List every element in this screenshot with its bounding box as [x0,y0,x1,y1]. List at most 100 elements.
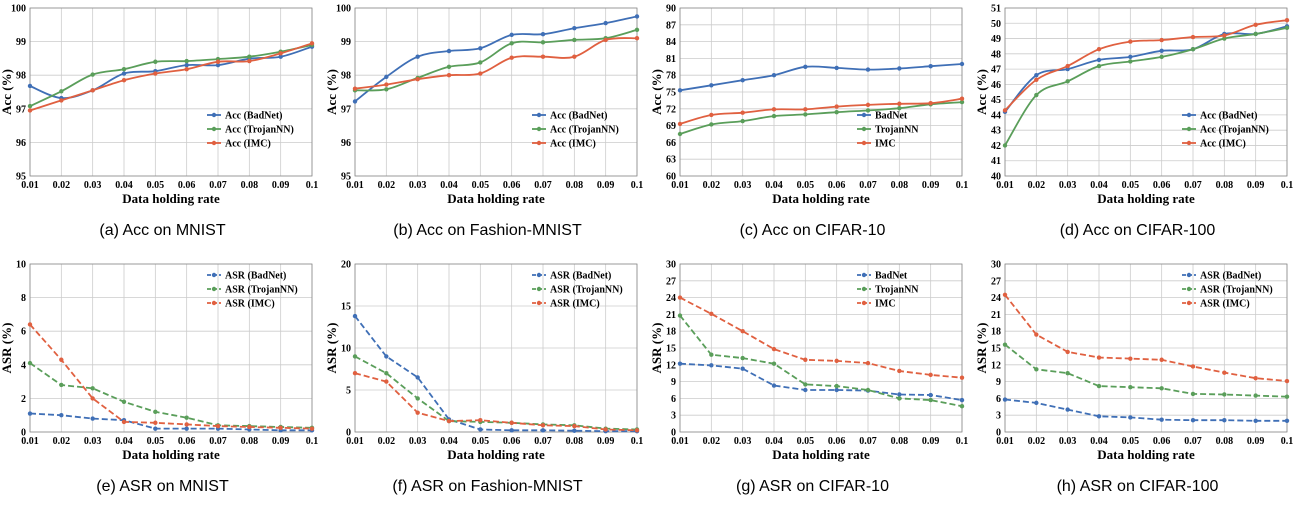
data-point [897,396,902,401]
y-tick-label: 5 [346,386,351,397]
y-tick-label: 96 [16,138,26,149]
x-tick-label: 0.01 [671,180,689,191]
x-tick-label: 0.03 [734,180,752,191]
x-tick-label: 0.09 [272,180,290,191]
data-point [959,96,965,101]
data-point [1159,37,1164,43]
x-tick-label: 0.09 [1247,180,1265,191]
data-point [834,387,839,393]
data-point [677,295,683,300]
data-point [247,424,252,430]
data-point [153,59,158,64]
x-tick-label: 0.06 [503,180,521,191]
plot-frame [1004,263,1288,433]
x-tick-label: 0.01 [996,180,1014,191]
data-point [1096,63,1102,69]
x-tick-label: 0.09 [272,436,290,447]
legend-label: Acc (BadNet) [225,111,282,122]
data-point [153,71,158,76]
data-point [540,428,546,433]
data-point [634,14,640,19]
data-point [771,107,777,112]
data-point [1159,386,1164,391]
data-point [959,61,965,67]
x-tick-label: 0.07 [859,436,877,447]
series-line-2 [679,97,963,125]
data-point [184,66,189,72]
y-tick-label: 12 [991,360,1001,371]
chart-panel-f: 0 5 10 15 20 0.01 0.02 0.03 0.04 0.05 0.06 0.07 0.08… [324,256,650,512]
data-point [865,108,871,113]
data-point [709,311,714,317]
y-axis-label: Acc (%) [974,69,989,115]
data-point [1034,400,1039,406]
x-tick-label: 0.01 [21,436,39,447]
plot-frame [354,7,638,177]
legend-label: ASR (TrojanNN) [225,285,298,296]
y-tick-label: 40 [991,172,1001,183]
series-line-0 [679,362,963,401]
y-tick-label: 98 [341,71,351,82]
data-point [771,113,777,119]
subfigure-caption: (b) Acc on Fashion-MNIST [393,222,582,239]
x-tick-label: 0.05 [472,436,490,447]
x-tick-label: 0.03 [84,436,102,447]
y-tick-label: 95 [341,172,351,183]
data-point [1065,79,1070,84]
x-tick-label: 0.07 [534,436,552,447]
data-point [1034,92,1039,98]
y-tick-label: 96 [341,138,351,149]
data-point [446,64,452,70]
data-point [384,354,389,359]
data-point [478,427,483,432]
legend-label: Acc (TrojanNN) [550,125,619,136]
data-point [771,383,777,388]
x-axis-label: Data holding rate [772,191,870,206]
data-point [603,37,608,43]
data-point [928,392,933,398]
data-point [1284,18,1290,23]
x-axis-label: Data holding rate [447,447,545,462]
x-tick-label: 0.09 [597,436,615,447]
legend-label: BadNet [875,271,908,282]
x-tick-label: 0.04 [1090,180,1108,191]
y-tick-label: 0 [21,428,26,439]
data-point [803,357,808,362]
x-axis-label: Data holding rate [772,447,870,462]
data-point [928,101,933,106]
y-tick-label: 42 [991,141,1001,152]
chart-svg-f: 0 5 10 15 20 0.01 0.02 0.03 0.04 0.05 0.06 0.07 0.08… [324,260,643,463]
data-point [897,101,902,106]
y-tick-label: 51 [991,4,1001,15]
data-point [478,46,483,51]
y-tick-label: 69 [666,121,676,132]
data-point [1190,47,1196,52]
chart-svg-e: 0 2 4 6 8 10 0.01 0.02 0.03 0.04 0.05 0.06 0.07 0.08 0… [0,260,318,463]
legend-label: IMC [875,139,896,150]
data-point [352,86,358,91]
data-point [865,102,871,108]
y-tick-label: 98 [16,71,26,82]
y-tick-label: 97 [16,104,26,115]
data-point [1222,36,1227,41]
x-tick-label: 0.02 [1028,180,1046,191]
y-tick-label: 18 [991,327,1001,338]
x-tick-label: 0.05 [147,180,165,191]
data-point [959,397,965,403]
y-tick-label: 44 [991,110,1001,121]
x-tick-label: 0.02 [703,436,721,447]
data-point [572,37,577,43]
data-point [572,54,577,59]
data-point [897,392,902,397]
legend-label: IMC [875,299,896,310]
x-tick-label: 0.06 [178,180,196,191]
data-point [834,65,839,71]
y-tick-label: 18 [666,327,676,338]
chart-panel-g: 0 3 6 9 12 15 18 21 24 27 30 0.01 0.02 0.03 0.04 0.05 0.… [649,256,975,512]
data-point [834,104,839,109]
plot-frame [1004,7,1288,177]
legend-marker [861,126,867,132]
x-tick-label: 0.05 [1122,180,1140,191]
y-tick-label: 0 [996,428,1001,439]
x-tick-label: 0.04 [115,180,133,191]
